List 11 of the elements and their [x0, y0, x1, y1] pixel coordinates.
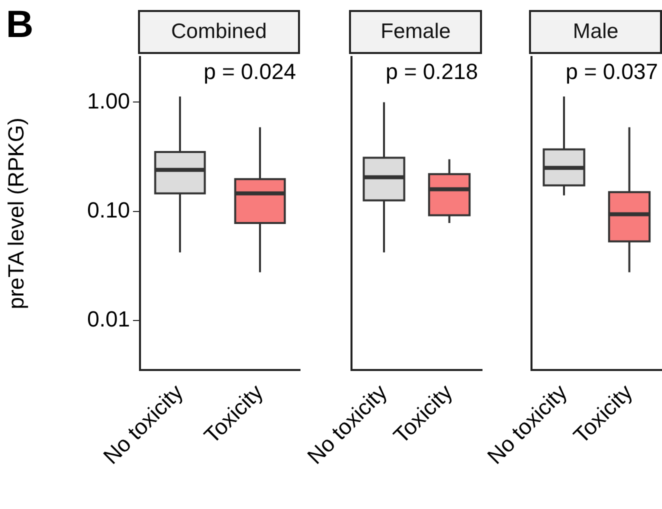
annotation: p = 0.037: [566, 59, 658, 84]
annotation: p = 0.024: [204, 59, 296, 84]
y-tick-label: 0.10: [87, 197, 130, 222]
text: B: [6, 4, 34, 47]
chart-title: Combined: [138, 10, 300, 54]
y-tick-label: 0.01: [87, 306, 130, 332]
y-tick-label: 1.00: [87, 88, 130, 114]
annotation: p = 0.218: [386, 59, 478, 84]
chart-title: Female: [349, 10, 482, 54]
y-axis-title: preTA level (RPKG): [3, 118, 28, 310]
chart-title: Male: [529, 10, 662, 54]
